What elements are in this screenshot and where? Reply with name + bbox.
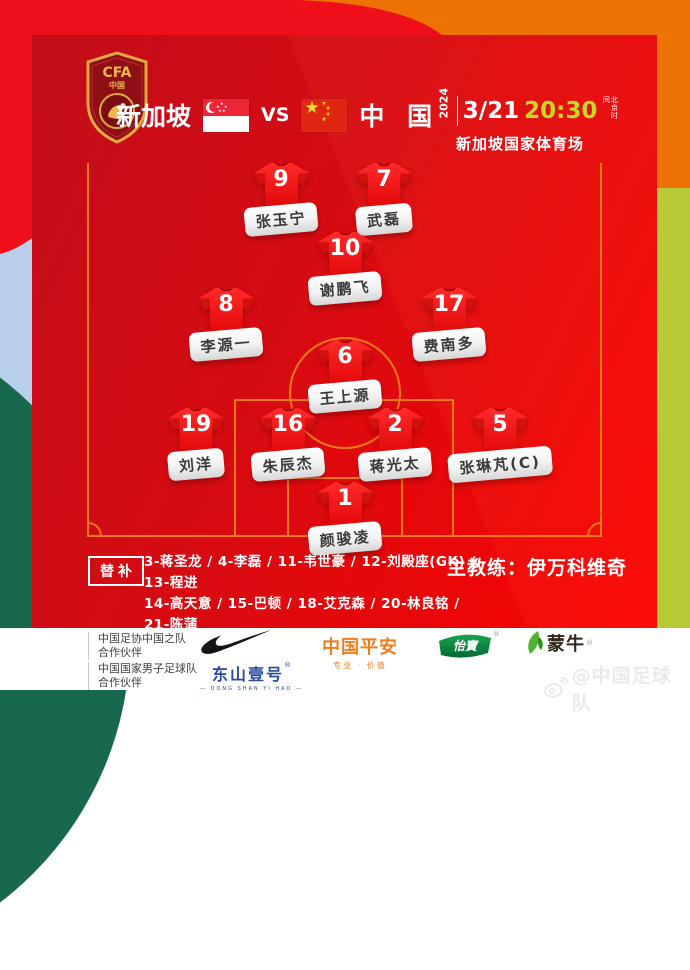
- player-1: 1 颜骏凌: [307, 481, 383, 557]
- partner-text-cfa-team: 中国足协中国之队 合作伙伴: [88, 632, 186, 660]
- partner2-line1: 中国国家男子足球队: [98, 662, 197, 675]
- head-coach-label: 主教练：伊万科维奇: [446, 557, 627, 579]
- jersey-icon: 7: [355, 162, 413, 214]
- weibo-handle: @中国足球队: [571, 665, 672, 714]
- player-6: 6 王上源: [307, 339, 383, 415]
- player-name-plate: 谢鹏飞: [307, 270, 383, 307]
- jersey-icon: 19: [167, 407, 225, 459]
- yibao-logo: 怡寶 ®: [437, 630, 500, 663]
- player-2: 2 蒋光太: [357, 407, 433, 483]
- date-divider: [456, 96, 458, 126]
- jersey-number: 1: [337, 486, 353, 511]
- player-name-plate: 颜骏凌: [307, 520, 383, 557]
- crest-country-text: 中国: [109, 80, 125, 90]
- partner-text-national-team: 中国国家男子足球队 合作伙伴: [88, 662, 197, 690]
- pingan-name: 中国平安: [322, 637, 398, 658]
- jersey-icon: 6: [316, 339, 374, 391]
- mengniu-logo: 蒙牛 ®: [525, 630, 593, 656]
- player-5: 5 张琳芃(C): [447, 407, 553, 484]
- jersey-number: 9: [273, 167, 289, 192]
- player-7: 7 武磊: [354, 162, 414, 237]
- lineup-card: CFA 中国 新加坡 ★ ★ ★ ★ ★ VS ★ ★ ★ ★ ★ 中 国 20…: [32, 35, 657, 654]
- dongshan-logo: 东山壹号® — DONG SHAN YI HAO —: [200, 661, 303, 692]
- weibo-watermark: @中国足球队: [543, 661, 690, 715]
- singapore-flag-icon: ★ ★ ★ ★ ★: [203, 98, 250, 132]
- home-team-name: 新加坡: [116, 102, 192, 131]
- mengniu-leaf-icon: [528, 631, 543, 654]
- player-9: 9 张玉宁: [243, 162, 319, 238]
- match-header: 新加坡 ★ ★ ★ ★ ★ VS ★ ★ ★ ★ ★ 中 国: [116, 93, 432, 137]
- weibo-icon: [544, 677, 569, 698]
- timezone-label: 北京时间: [602, 96, 619, 120]
- registered-mark: ®: [284, 661, 291, 669]
- away-team-name: 中 国: [359, 102, 440, 131]
- background-yellow-green-strip: [657, 188, 690, 628]
- year-label: 2024: [437, 87, 451, 118]
- vs-label: VS: [261, 104, 290, 126]
- yibao-name: 怡寶: [453, 639, 479, 653]
- nike-logo: [201, 630, 271, 654]
- registered-mark: ®: [493, 630, 500, 638]
- partner1-line2: 合作伙伴: [98, 646, 142, 659]
- jersey-icon: 8: [197, 287, 255, 339]
- jersey-number: 17: [433, 292, 465, 317]
- player-name-plate: 刘洋: [166, 447, 226, 482]
- partner2-line2: 合作伙伴: [98, 676, 142, 689]
- jersey-number: 7: [376, 167, 392, 192]
- jersey-icon: 10: [316, 231, 374, 283]
- player-8: 8 李源一: [188, 287, 264, 363]
- player-10: 10 谢鹏飞: [307, 231, 383, 307]
- background-red-shape: [0, 0, 442, 254]
- date-block: 2024 3/21 20:30 北京时间: [436, 87, 619, 131]
- substitutes-line: 3-蒋圣龙 / 4-李磊 / 11-韦世豪 / 12-刘殿座(GK) / 13-…: [144, 554, 476, 591]
- player-name-plate: 李源一: [188, 326, 264, 363]
- jersey-icon: 16: [259, 407, 317, 459]
- crest-cfa-text: CFA: [102, 65, 131, 81]
- date-label: 3/21: [462, 98, 520, 124]
- jersey-number: 16: [272, 412, 304, 437]
- partner1-line1: 中国足协中国之队: [98, 632, 186, 645]
- date-venue-block: 2024 3/21 20:30 北京时间 新加坡国家体育场: [430, 87, 618, 154]
- jersey-icon: 2: [366, 407, 424, 459]
- player-name-plate: 蒋光太: [357, 446, 433, 483]
- jersey-number: 6: [337, 344, 353, 369]
- sponsor-band: [0, 628, 690, 690]
- pingan-logo: 中国平安 专业 · 价值: [322, 633, 398, 671]
- player-name-plate: 张琳芃(C): [447, 445, 553, 484]
- mengniu-name: 蒙牛: [547, 634, 585, 655]
- jersey-number: 8: [218, 292, 234, 317]
- jersey-number: 5: [492, 412, 508, 437]
- jersey-icon: 9: [252, 162, 310, 214]
- jersey-number: 2: [387, 412, 403, 437]
- pingan-slogan: 专业 · 价值: [333, 661, 387, 670]
- player-16: 16 朱辰杰: [250, 407, 326, 483]
- jersey-icon: 1: [316, 481, 374, 533]
- jersey-number: 19: [180, 412, 212, 437]
- jersey-icon: 17: [420, 287, 478, 339]
- player-name-plate: 张玉宁: [243, 201, 319, 238]
- venue-label: 新加坡国家体育场: [455, 135, 584, 153]
- player-19: 19 刘洋: [166, 407, 226, 482]
- jersey-number: 10: [329, 236, 361, 261]
- registered-mark: ®: [586, 639, 593, 647]
- dongshan-subtext: — DONG SHAN YI HAO —: [200, 686, 303, 692]
- substitutes-label: 替补: [88, 556, 144, 586]
- cfa-crest-icon: CFA 中国: [86, 51, 148, 144]
- jersey-icon: 5: [471, 407, 529, 459]
- china-flag-icon: ★ ★ ★ ★ ★: [301, 98, 348, 132]
- player-17: 17 费南多: [411, 287, 487, 363]
- dongshan-name: 东山壹号: [211, 665, 284, 684]
- kickoff-time: 20:30: [524, 98, 598, 124]
- player-name-plate: 朱辰杰: [250, 446, 326, 483]
- player-name-plate: 费南多: [411, 326, 487, 363]
